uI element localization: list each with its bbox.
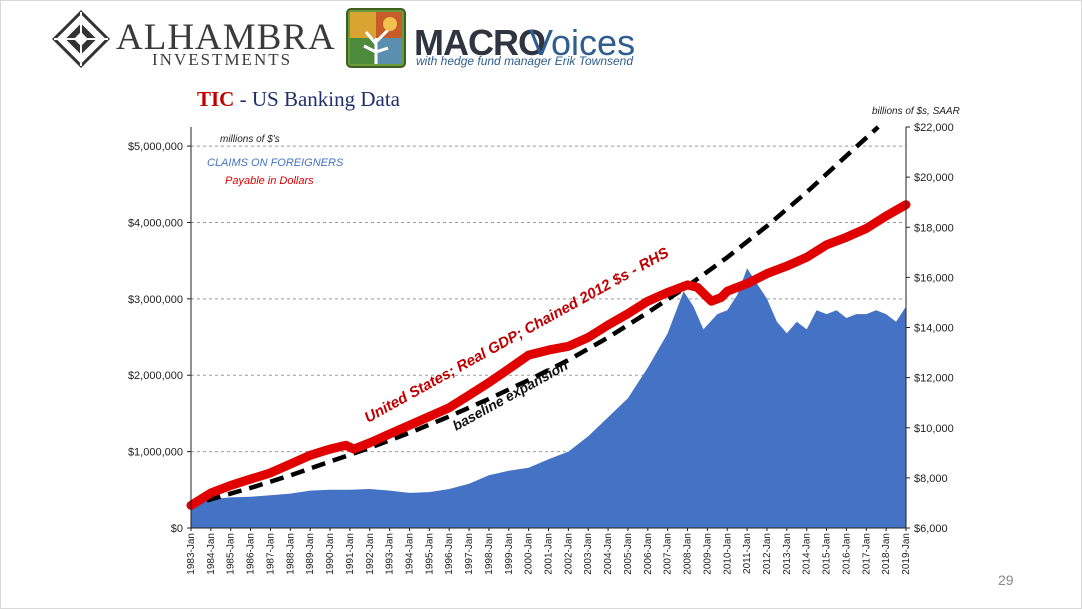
x-axis-tick-label: 2007-Jan: [663, 533, 674, 575]
x-axis-tick-label: 2014-Jan: [802, 533, 813, 575]
x-axis-tick-label: 2017-Jan: [861, 533, 872, 575]
x-axis-tick-label: 1998-Jan: [484, 533, 495, 575]
right-axis-tick-label: $20,000: [914, 172, 954, 184]
x-axis-tick-label: 1997-Jan: [464, 533, 475, 575]
left-axis-unit-note: millions of $'s: [220, 134, 280, 145]
x-axis-tick-label: 1991-Jan: [345, 533, 356, 575]
legend-claims-line2: Payable in Dollars: [225, 175, 314, 187]
macrovoices-macro: MACRO: [414, 22, 546, 63]
left-axis-tick-label: $2,000,000: [128, 370, 183, 382]
claims-area-series: [191, 268, 906, 528]
x-axis-tick-label: 1992-Jan: [365, 533, 376, 575]
gdp-line-series: [186, 200, 911, 510]
page-number: 29: [998, 572, 1014, 588]
right-axis-tick-label: $16,000: [914, 272, 954, 284]
right-axis-tick-label: $12,000: [914, 373, 954, 385]
x-axis-tick-label: 1999-Jan: [504, 533, 515, 575]
x-axis-tick-label: 1983-Jan: [186, 533, 197, 575]
slide-title-tic: TIC: [197, 87, 235, 111]
x-axis-tick-label: 2013-Jan: [782, 533, 793, 575]
slide-title-rest: - US Banking Data: [234, 87, 401, 111]
right-axis-unit-note: billions of $s, SAAR: [872, 106, 960, 117]
right-axis-tick-label: $10,000: [914, 423, 954, 435]
x-axis-tick-label: 2012-Jan: [762, 533, 773, 575]
x-axis-labels: 1983-Jan 1984-Jan 1985-Jan 1986-Jan 1987-Jan…: [186, 528, 912, 575]
right-axis-tick-label: $8,000: [914, 473, 948, 485]
x-axis-tick-label: 2018-Jan: [881, 533, 892, 575]
left-axis-tick-label: $1,000,000: [128, 447, 183, 459]
alhambra-sub: INVESTMENTS: [152, 50, 293, 69]
x-axis-tick-label: 2003-Jan: [583, 533, 594, 575]
left-axis-labels: $0 $1,000,000 $2,000,000 $3,000,000 $4,000,0…: [128, 141, 191, 535]
alhambra-diamond-icon: [52, 10, 110, 68]
left-axis-tick-label: $4,000,000: [128, 217, 183, 229]
left-axis-tick-label: $3,000,000: [128, 294, 183, 306]
left-axis-tick-label: $5,000,000: [128, 141, 183, 153]
alhambra-logo: ALHAMBRA INVESTMENTS: [52, 10, 335, 69]
x-axis-tick-label: 1986-Jan: [246, 533, 257, 575]
alhambra-name: ALHAMBRA: [116, 17, 336, 58]
x-axis-tick-label: 1985-Jan: [226, 533, 237, 575]
x-axis-tick-label: 1993-Jan: [385, 533, 396, 575]
legend-claims-line1: CLAIMS ON FOREIGNERS: [207, 157, 344, 169]
x-axis-tick-label: 2009-Jan: [702, 533, 713, 575]
x-axis-tick-label: 1990-Jan: [325, 533, 336, 575]
x-axis-tick-label: 2001-Jan: [544, 533, 555, 575]
x-axis-tick-label: 2000-Jan: [524, 533, 535, 575]
x-axis-tick-label: 2019-Jan: [901, 533, 912, 575]
macrovoices-logo: MACRO Voices with hedge fund manager Eri…: [346, 8, 656, 70]
right-axis-tick-label: $14,000: [914, 323, 954, 335]
x-axis-tick-label: 2008-Jan: [683, 533, 694, 575]
x-axis-tick-label: 2002-Jan: [563, 533, 574, 575]
macrovoices-tagline: with hedge fund manager Erik Townsend: [416, 54, 634, 68]
right-axis-labels: $6,000 $8,000 $10,000 $12,000 $14,000 $16,000…: [906, 122, 954, 535]
x-axis-tick-label: 1994-Jan: [405, 533, 416, 575]
x-axis-tick-label: 2005-Jan: [623, 533, 634, 575]
right-axis-tick-label: $6,000: [914, 523, 948, 535]
left-axis-tick-label: $0: [171, 523, 183, 535]
baseline-dashed-series: [206, 125, 880, 503]
x-axis-tick-label: 1987-Jan: [265, 533, 276, 575]
right-axis-tick-label: $18,000: [914, 222, 954, 234]
x-axis-tick-label: 2006-Jan: [643, 533, 654, 575]
x-axis-tick-label: 2015-Jan: [822, 533, 833, 575]
x-axis-tick-label: 1988-Jan: [285, 533, 296, 575]
x-axis-tick-label: 1996-Jan: [444, 533, 455, 575]
x-axis-tick-label: 2016-Jan: [841, 533, 852, 575]
x-axis-tick-label: 1995-Jan: [424, 533, 435, 575]
x-axis-tick-label: 2004-Jan: [603, 533, 614, 575]
x-axis-tick-label: 2010-Jan: [722, 533, 733, 575]
macrovoices-voices: Voices: [529, 22, 636, 63]
macrovoices-tree-icon: [346, 8, 406, 68]
x-axis-tick-label: 2011-Jan: [742, 533, 753, 574]
x-axis-tick-label: 1984-Jan: [206, 533, 217, 575]
right-axis-tick-label: $22,000: [914, 122, 954, 134]
x-axis-tick-label: 1989-Jan: [305, 533, 316, 575]
slide-title: TIC - US Banking Data: [197, 87, 400, 112]
